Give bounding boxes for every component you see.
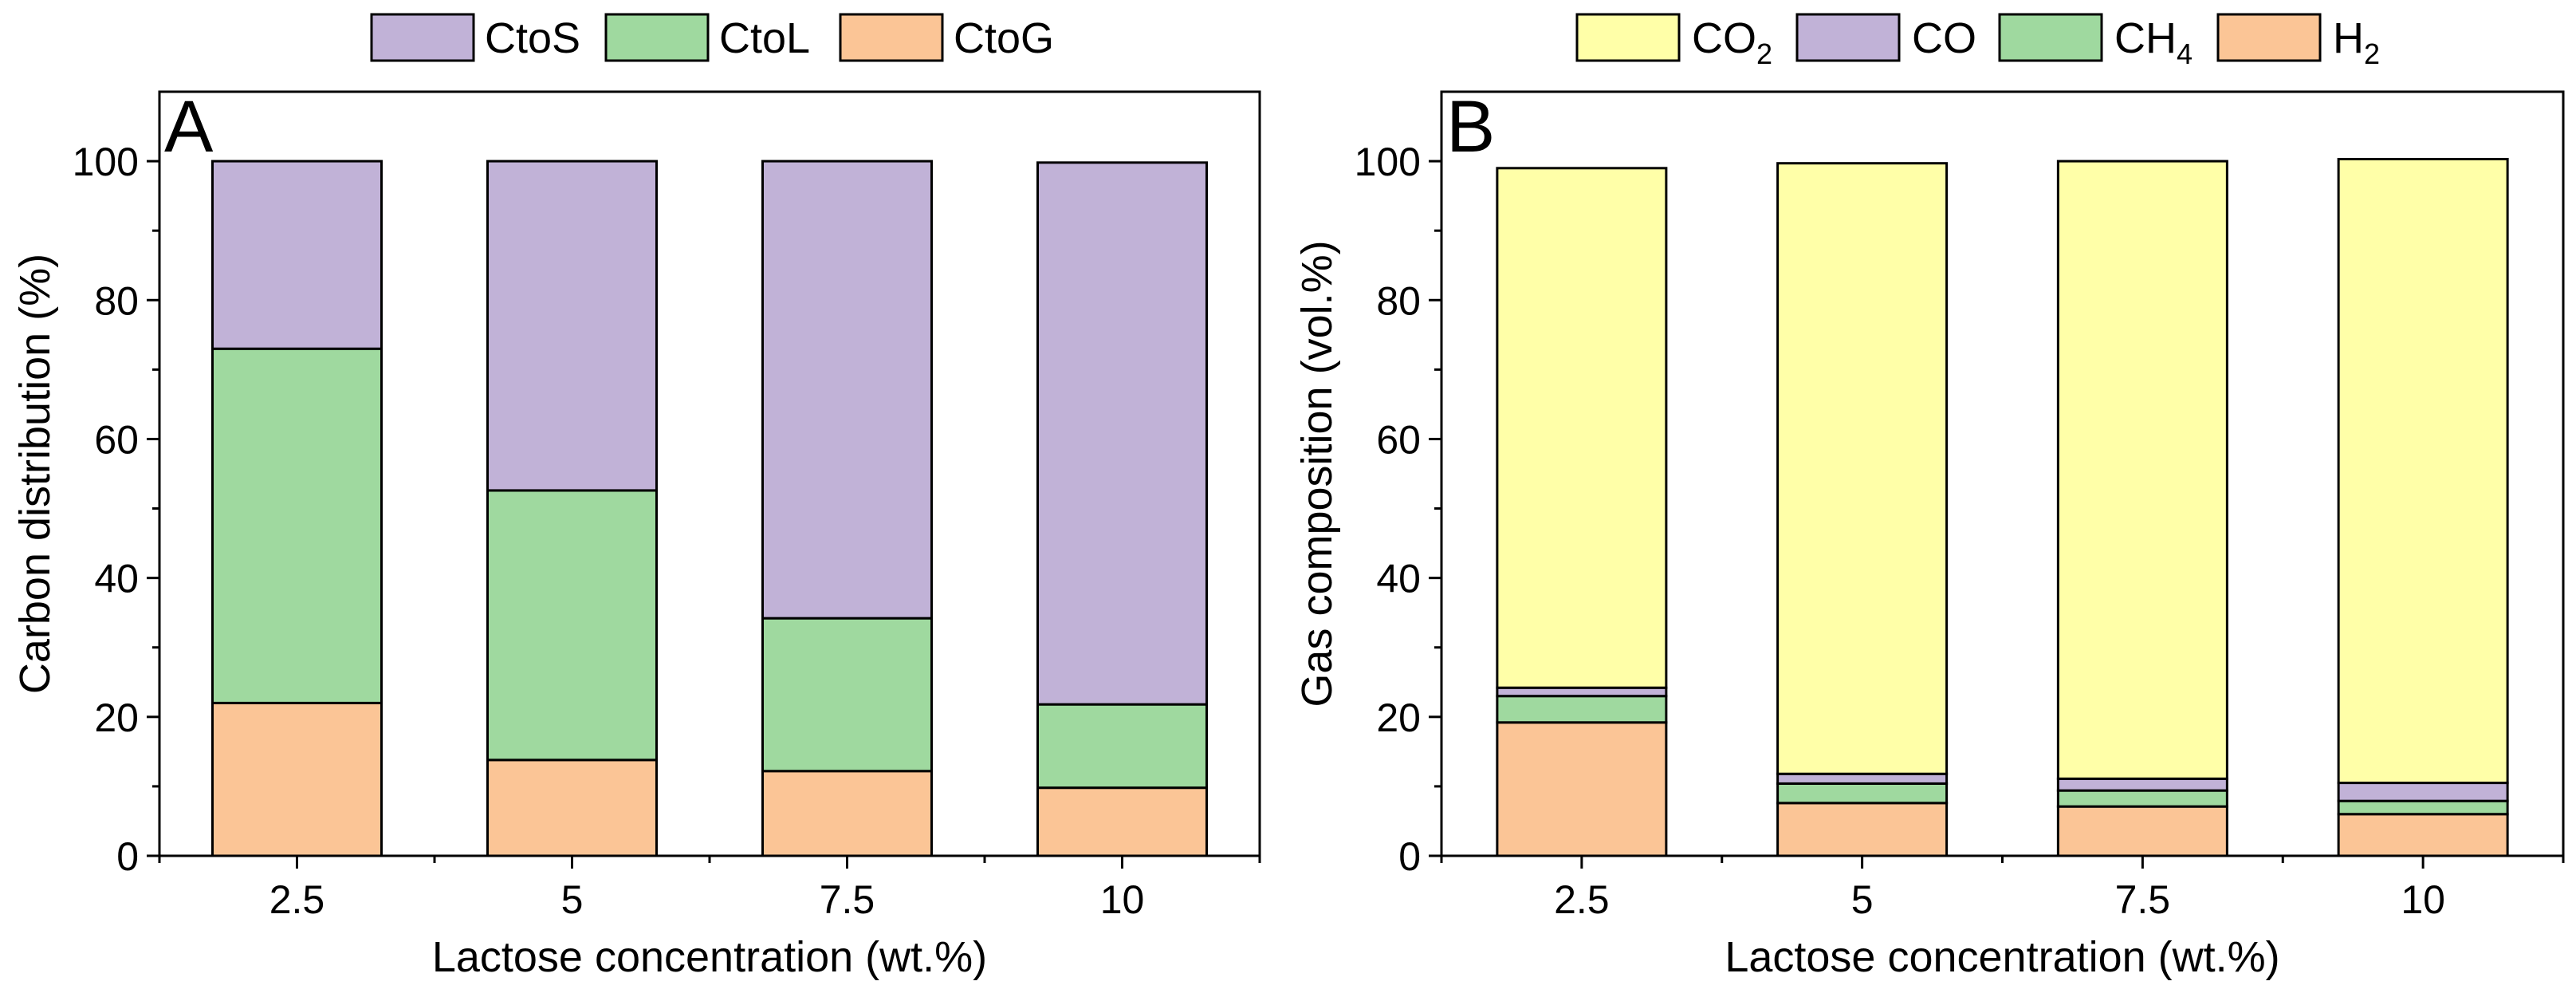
chart-b-bar-co-3 [2337,782,2509,802]
chart-a-bar-ctol-2 [761,617,933,773]
chart-a-x-tick-label-3: 10 [1100,877,1145,922]
chart-a-bar-ctol-1 [486,489,658,762]
chart-a-x-axis-title: Lactose concentration (wt.%) [432,933,987,981]
chart-a-bar-ctos-2 [761,160,933,620]
chart-b-bar-ch4-3 [2337,799,2509,816]
chart-a-bar-ctog-2 [761,770,933,857]
chart-a-y-tick-label-3: 60 [94,417,139,462]
chart-b-legend-swatch-0 [1575,13,1681,62]
chart-b-x-tick-label-2: 7.5 [2115,877,2171,922]
chart-a-bar-ctol-3 [1036,703,1208,790]
chart-a-legend-label-1: CtoL [719,14,810,62]
chart-b-y-tick-label-1: 20 [1376,695,1421,740]
chart-b-legend-swatch-3 [2216,13,2322,62]
chart-a-x-tick-label-2: 7.5 [820,877,875,922]
chart-a-y-tick-label-1: 20 [94,695,139,740]
chart-b-legend-label-2: CH4 [2114,14,2193,70]
chart-a-bar-ctol-0 [211,347,383,704]
chart-a-bar-ctog-3 [1036,786,1208,857]
chart-b-bar-h2-1 [1776,802,1949,857]
chart-b-y-tick-label-0: 0 [1398,834,1421,879]
chart-b-legend-label-3: H2 [2333,14,2380,70]
chart-b-x-tick-label-1: 5 [1851,877,1874,922]
chart-b-y-tick-label-5: 100 [1355,140,1421,184]
chart-b-bar-co-0 [1496,686,1668,698]
chart-a-bar-ctos-3 [1036,161,1208,706]
chart-b-x-tick-label-0: 2.5 [1554,877,1610,922]
chart-b-bar-co-2 [2056,777,2228,792]
chart-a-x-tick-label-1: 5 [561,877,584,922]
chart-a-legend-swatch-2 [839,13,944,62]
chart-a-y-tick-label-5: 100 [73,140,139,184]
chart-a-panel-letter: A [164,86,214,167]
chart-b-x-tick-label-3: 10 [2401,877,2445,922]
chart-b-bar-co2-0 [1496,167,1668,689]
chart-b-bar-h2-2 [2056,805,2228,857]
chart-b-panel-letter: B [1446,86,1495,167]
chart-b-legend-label-1: CO [1912,14,1976,62]
chart-a-y-tick-label-2: 40 [94,557,139,601]
chart-b-bar-co2-2 [2056,160,2228,780]
chart-b-x-axis-title: Lactose concentration (wt.%) [1725,933,2279,981]
chart-b-bar-h2-3 [2337,813,2509,857]
chart-a-x-tick-label-0: 2.5 [269,877,325,922]
chart-b-y-tick-label-3: 60 [1376,417,1421,462]
chart-a-bar-ctos-1 [486,160,658,492]
chart-b-y-tick-label-2: 40 [1376,557,1421,601]
chart-b-legend-swatch-2 [1998,13,2103,62]
chart-a-y-tick-label-4: 80 [94,278,139,323]
chart-b-y-axis-title: Gas composition (vol.%) [1293,240,1341,707]
chart-a-legend-label-2: CtoG [954,14,1054,62]
chart-a-legend-swatch-0 [370,13,475,62]
chart-a-bar-ctog-0 [211,701,383,857]
chart-a-legend-label-0: CtoS [485,14,580,62]
chart-b-bar-co2-1 [1776,162,1949,775]
chart-b-bar-ch4-0 [1496,695,1668,724]
chart-b-legend-swatch-1 [1795,13,1901,62]
chart-a-bar-ctos-0 [211,160,383,350]
chart-a-bar-ctog-1 [486,759,658,857]
chart-b-bar-h2-0 [1496,721,1668,857]
chart-b-bar-co-1 [1776,772,1949,785]
chart-b-y-tick-label-4: 80 [1376,278,1421,323]
chart-b-legend-label-0: CO2 [1692,14,1772,70]
chart-b-bar-ch4-2 [2056,789,2228,808]
chart-b-bar-co2-3 [2337,157,2509,785]
chart-a-y-tick-label-0: 0 [116,834,139,879]
chart-a-legend-swatch-1 [604,13,710,62]
chart-b-bar-ch4-1 [1776,782,1949,805]
chart-a-y-axis-title: Carbon distribution (%) [11,254,59,694]
